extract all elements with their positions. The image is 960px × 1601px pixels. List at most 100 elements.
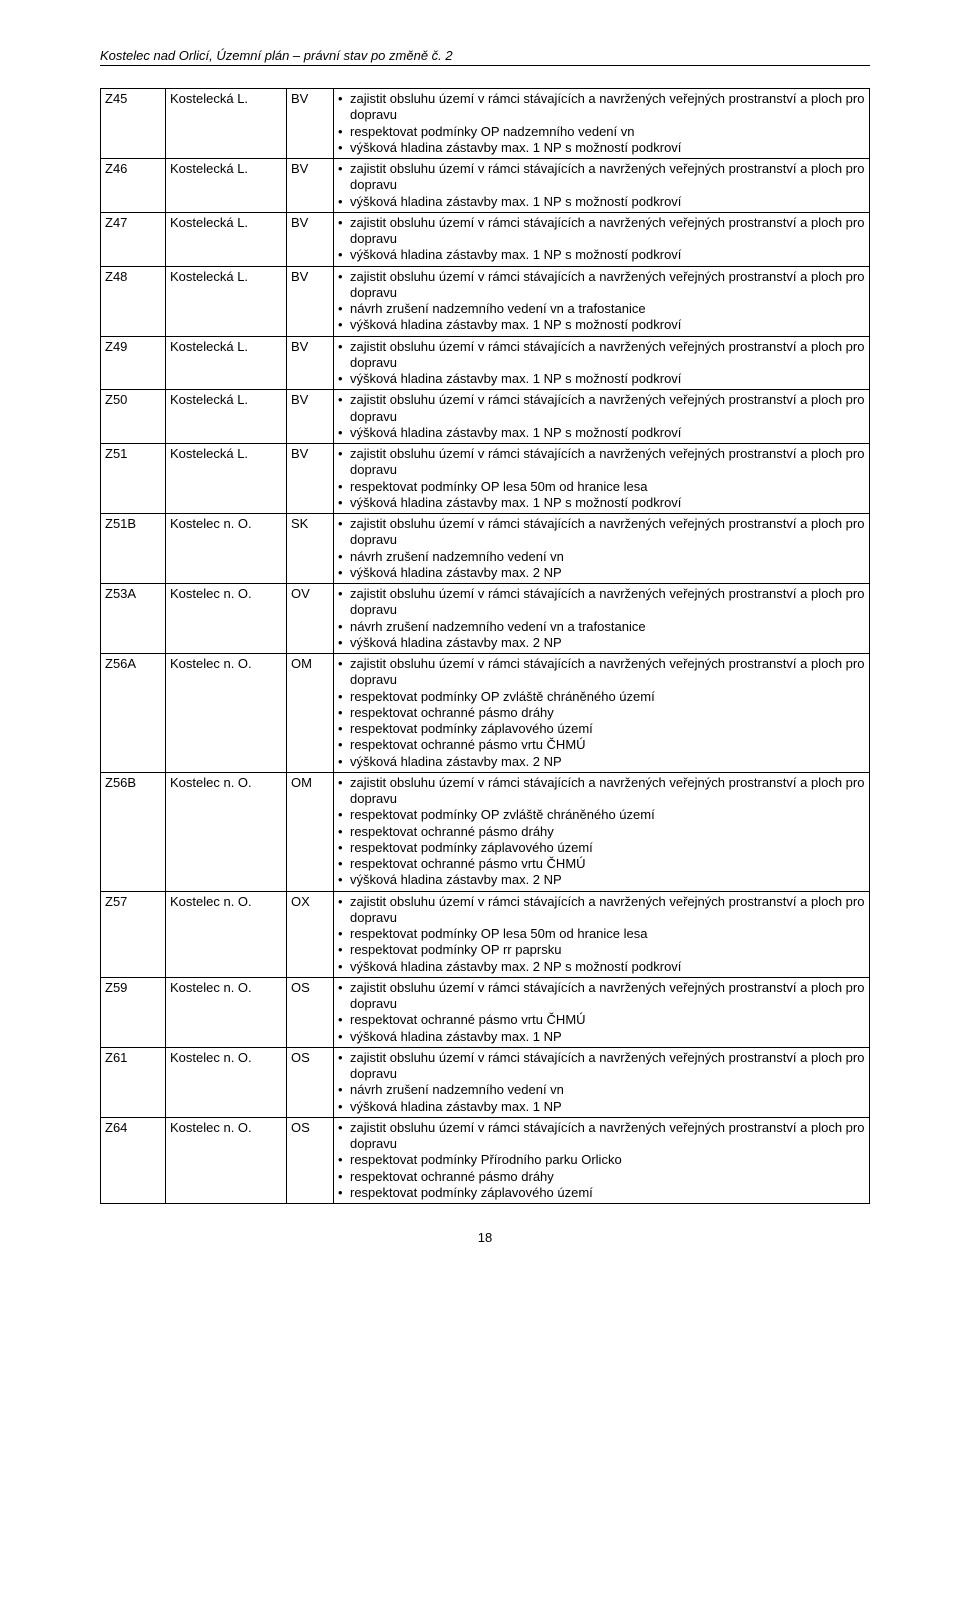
zone-id-cell: Z56B [101, 772, 166, 891]
conditions-list: zajistit obsluhu území v rámci stávající… [338, 656, 865, 770]
code-cell: OX [287, 891, 334, 977]
condition-item: respektovat ochranné pásmo vrtu ČHMÚ [338, 856, 865, 872]
table-row: Z53AKostelec n. O.OVzajistit obsluhu úze… [101, 584, 870, 654]
condition-item: návrh zrušení nadzemního vedení vn [338, 549, 865, 565]
code-cell: OV [287, 584, 334, 654]
table-row: Z59Kostelec n. O.OSzajistit obsluhu územ… [101, 977, 870, 1047]
conditions-cell: zajistit obsluhu území v rámci stávající… [334, 212, 870, 266]
condition-item: zajistit obsluhu území v rámci stávající… [338, 586, 865, 619]
conditions-cell: zajistit obsluhu území v rámci stávající… [334, 772, 870, 891]
conditions-cell: zajistit obsluhu území v rámci stávající… [334, 159, 870, 213]
condition-item: respektovat ochranné pásmo dráhy [338, 1169, 865, 1185]
conditions-list: zajistit obsluhu území v rámci stávající… [338, 980, 865, 1045]
location-cell: Kostelecká L. [166, 444, 287, 514]
condition-item: zajistit obsluhu území v rámci stávající… [338, 775, 865, 808]
condition-item: výšková hladina zástavby max. 1 NP s mož… [338, 425, 865, 441]
condition-item: výšková hladina zástavby max. 2 NP s mož… [338, 959, 865, 975]
table-row: Z64Kostelec n. O.OSzajistit obsluhu územ… [101, 1117, 870, 1203]
conditions-cell: zajistit obsluhu území v rámci stávající… [334, 336, 870, 390]
table-row: Z47Kostelecká L.BVzajistit obsluhu území… [101, 212, 870, 266]
conditions-list: zajistit obsluhu území v rámci stávající… [338, 446, 865, 511]
condition-item: respektovat podmínky OP lesa 50m od hran… [338, 479, 865, 495]
code-cell: OS [287, 977, 334, 1047]
conditions-table: Z45Kostelecká L.BVzajistit obsluhu území… [100, 88, 870, 1204]
location-cell: Kostelecká L. [166, 266, 287, 336]
location-cell: Kostelecká L. [166, 159, 287, 213]
condition-item: výšková hladina zástavby max. 1 NP s mož… [338, 495, 865, 511]
conditions-list: zajistit obsluhu území v rámci stávající… [338, 586, 865, 651]
zone-id-cell: Z51B [101, 514, 166, 584]
code-cell: BV [287, 336, 334, 390]
condition-item: zajistit obsluhu území v rámci stávající… [338, 392, 865, 425]
conditions-list: zajistit obsluhu území v rámci stávající… [338, 91, 865, 156]
conditions-list: zajistit obsluhu území v rámci stávající… [338, 1120, 865, 1201]
code-cell: OS [287, 1117, 334, 1203]
conditions-list: zajistit obsluhu území v rámci stávající… [338, 339, 865, 388]
condition-item: návrh zrušení nadzemního vedení vn [338, 1082, 865, 1098]
conditions-cell: zajistit obsluhu území v rámci stávající… [334, 390, 870, 444]
code-cell: BV [287, 444, 334, 514]
code-cell: OM [287, 654, 334, 773]
zone-id-cell: Z46 [101, 159, 166, 213]
condition-item: zajistit obsluhu území v rámci stávající… [338, 91, 865, 124]
condition-item: zajistit obsluhu území v rámci stávající… [338, 161, 865, 194]
conditions-cell: zajistit obsluhu území v rámci stávající… [334, 977, 870, 1047]
zone-id-cell: Z61 [101, 1047, 166, 1117]
location-cell: Kostelec n. O. [166, 514, 287, 584]
condition-item: zajistit obsluhu území v rámci stávající… [338, 894, 865, 927]
location-cell: Kostelec n. O. [166, 654, 287, 773]
conditions-list: zajistit obsluhu území v rámci stávající… [338, 1050, 865, 1115]
zone-id-cell: Z47 [101, 212, 166, 266]
condition-item: výšková hladina zástavby max. 1 NP s mož… [338, 247, 865, 263]
condition-item: zajistit obsluhu území v rámci stávající… [338, 656, 865, 689]
condition-item: respektovat ochranné pásmo dráhy [338, 705, 865, 721]
location-cell: Kostelec n. O. [166, 977, 287, 1047]
conditions-cell: zajistit obsluhu území v rámci stávající… [334, 1047, 870, 1117]
condition-item: výšková hladina zástavby max. 1 NP [338, 1029, 865, 1045]
document-header: Kostelec nad Orlicí, Územní plán – právn… [100, 48, 870, 66]
code-cell: OM [287, 772, 334, 891]
zone-id-cell: Z59 [101, 977, 166, 1047]
condition-item: respektovat podmínky záplavového území [338, 721, 865, 737]
conditions-list: zajistit obsluhu území v rámci stávající… [338, 215, 865, 264]
condition-item: zajistit obsluhu území v rámci stávající… [338, 1120, 865, 1153]
conditions-cell: zajistit obsluhu území v rámci stávající… [334, 266, 870, 336]
table-row: Z49Kostelecká L.BVzajistit obsluhu území… [101, 336, 870, 390]
condition-item: návrh zrušení nadzemního vedení vn a tra… [338, 619, 865, 635]
condition-item: respektovat ochranné pásmo vrtu ČHMÚ [338, 1012, 865, 1028]
condition-item: výšková hladina zástavby max. 2 NP [338, 754, 865, 770]
condition-item: zajistit obsluhu území v rámci stávající… [338, 980, 865, 1013]
condition-item: respektovat podmínky OP lesa 50m od hran… [338, 926, 865, 942]
condition-item: výšková hladina zástavby max. 1 NP s mož… [338, 317, 865, 333]
zone-id-cell: Z49 [101, 336, 166, 390]
table-row: Z48Kostelecká L.BVzajistit obsluhu území… [101, 266, 870, 336]
table-row: Z50Kostelecká L.BVzajistit obsluhu území… [101, 390, 870, 444]
condition-item: výšková hladina zástavby max. 2 NP [338, 565, 865, 581]
conditions-cell: zajistit obsluhu území v rámci stávající… [334, 584, 870, 654]
location-cell: Kostelecká L. [166, 390, 287, 444]
code-cell: BV [287, 212, 334, 266]
table-row: Z57Kostelec n. O.OXzajistit obsluhu územ… [101, 891, 870, 977]
condition-item: respektovat podmínky OP zvláště chráněné… [338, 689, 865, 705]
condition-item: respektovat ochranné pásmo dráhy [338, 824, 865, 840]
condition-item: výšková hladina zástavby max. 1 NP [338, 1099, 865, 1115]
zone-id-cell: Z64 [101, 1117, 166, 1203]
condition-item: zajistit obsluhu území v rámci stávající… [338, 269, 865, 302]
table-row: Z51Kostelecká L.BVzajistit obsluhu území… [101, 444, 870, 514]
table-row: Z56BKostelec n. O.OMzajistit obsluhu úze… [101, 772, 870, 891]
condition-item: respektovat podmínky OP zvláště chráněné… [338, 807, 865, 823]
table-row: Z56AKostelec n. O.OMzajistit obsluhu úze… [101, 654, 870, 773]
conditions-cell: zajistit obsluhu území v rámci stávající… [334, 89, 870, 159]
conditions-list: zajistit obsluhu území v rámci stávající… [338, 516, 865, 581]
condition-item: zajistit obsluhu území v rámci stávající… [338, 215, 865, 248]
condition-item: respektovat podmínky OP rr paprsku [338, 942, 865, 958]
zone-id-cell: Z57 [101, 891, 166, 977]
location-cell: Kostelec n. O. [166, 1117, 287, 1203]
conditions-cell: zajistit obsluhu území v rámci stávající… [334, 444, 870, 514]
table-row: Z46Kostelecká L.BVzajistit obsluhu území… [101, 159, 870, 213]
condition-item: výšková hladina zástavby max. 2 NP [338, 635, 865, 651]
code-cell: SK [287, 514, 334, 584]
location-cell: Kostelecká L. [166, 336, 287, 390]
condition-item: respektovat podmínky záplavového území [338, 840, 865, 856]
condition-item: respektovat podmínky Přírodního parku Or… [338, 1152, 865, 1168]
